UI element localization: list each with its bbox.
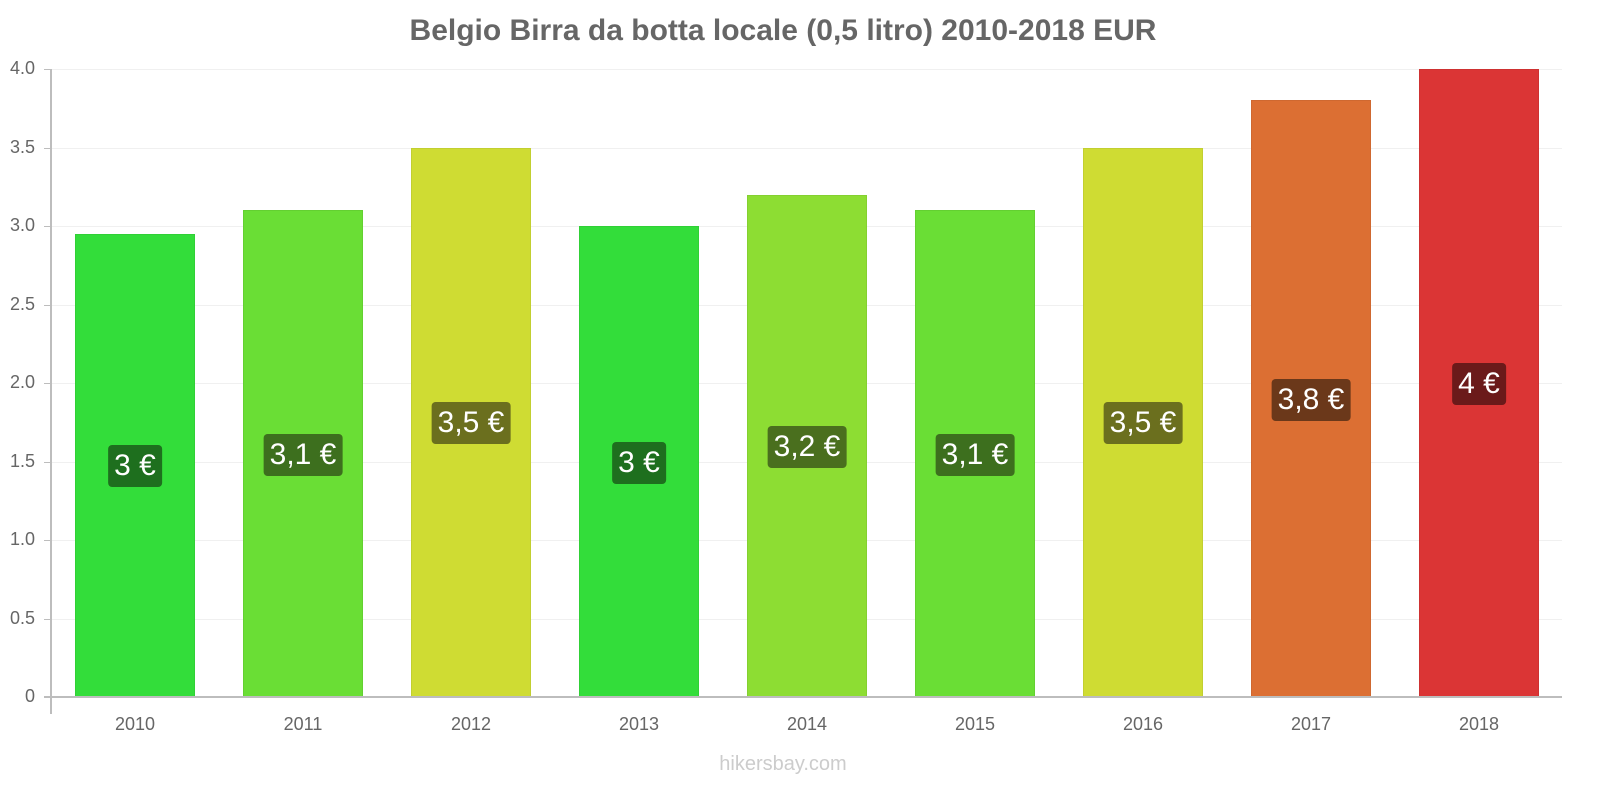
y-tick-label: 0.5 <box>9 607 35 628</box>
source-watermark: hikersbay.com <box>719 753 847 775</box>
bar-value-label: 3 € <box>612 441 666 484</box>
bar-2018[interactable]: 4 € <box>1419 69 1539 697</box>
bar-value-label: 3,1 € <box>263 433 343 476</box>
x-tick-label: 2012 <box>450 714 492 734</box>
x-tick-label: 2011 <box>283 714 323 734</box>
bar-2010[interactable]: 3 € <box>75 233 195 697</box>
bar-2011[interactable]: 3,1 € <box>243 210 363 697</box>
bar-value-label: 3,2 € <box>767 425 847 468</box>
bar-2017[interactable]: 3,8 € <box>1251 100 1371 697</box>
bar-value-label: 3,5 € <box>431 402 511 445</box>
y-tick-label: 2.0 <box>9 372 35 392</box>
y-tick-mark <box>44 461 51 463</box>
x-tick-label: 2015 <box>954 714 996 734</box>
chart-title: Belgio Birra da botta locale (0,5 litro)… <box>409 14 1157 47</box>
y-tick-label: 2.5 <box>9 293 35 314</box>
y-tick-mark <box>44 147 51 149</box>
bar-2012[interactable]: 3,5 € <box>411 147 531 697</box>
y-tick-label: 0 <box>24 686 35 706</box>
bar-2013[interactable]: 3 € <box>579 226 699 697</box>
bar-2016[interactable]: 3,5 € <box>1083 147 1203 697</box>
y-axis-line <box>50 69 52 714</box>
y-tick-label: 1.5 <box>9 450 35 471</box>
gridline <box>51 69 1562 70</box>
y-tick-label: 3.5 <box>9 136 35 157</box>
bar-value-label: 3 € <box>108 445 162 488</box>
y-tick-label: 3.0 <box>9 215 35 235</box>
bar-value-label: 3,5 € <box>1103 402 1183 445</box>
gridline <box>51 147 1562 149</box>
x-tick-label: 2010 <box>114 714 156 734</box>
y-tick-mark <box>44 304 51 306</box>
y-tick-mark <box>44 226 51 227</box>
bar-value-label: 4 € <box>1452 363 1506 405</box>
x-tick-label: 2014 <box>786 714 828 734</box>
bar-2014[interactable]: 3,2 € <box>747 194 867 697</box>
plot-area: 3 € 3,1 € 3,5 € 3 € 3,2 € 3,1 € 3,5 € 3,8 € 4 € <box>51 69 1562 697</box>
y-tick-mark <box>44 540 51 541</box>
bar-value-label: 3,1 € <box>935 433 1015 476</box>
y-tick-mark <box>44 383 51 384</box>
x-axis-line <box>44 696 1562 698</box>
y-tick-label: 4.0 <box>9 58 35 78</box>
y-tick-mark <box>44 697 51 698</box>
bar-2015[interactable]: 3,1 € <box>915 210 1035 697</box>
x-tick-label: 2016 <box>1122 714 1164 734</box>
x-tick-label: 2013 <box>618 714 660 734</box>
y-tick-label: 1.0 <box>9 529 35 549</box>
y-tick-mark <box>44 69 51 70</box>
y-tick-mark <box>44 618 51 620</box>
bar-value-label: 3,8 € <box>1271 378 1351 421</box>
x-tick-label: 2018 <box>1458 714 1500 734</box>
x-tick-label: 2017 <box>1290 714 1332 734</box>
